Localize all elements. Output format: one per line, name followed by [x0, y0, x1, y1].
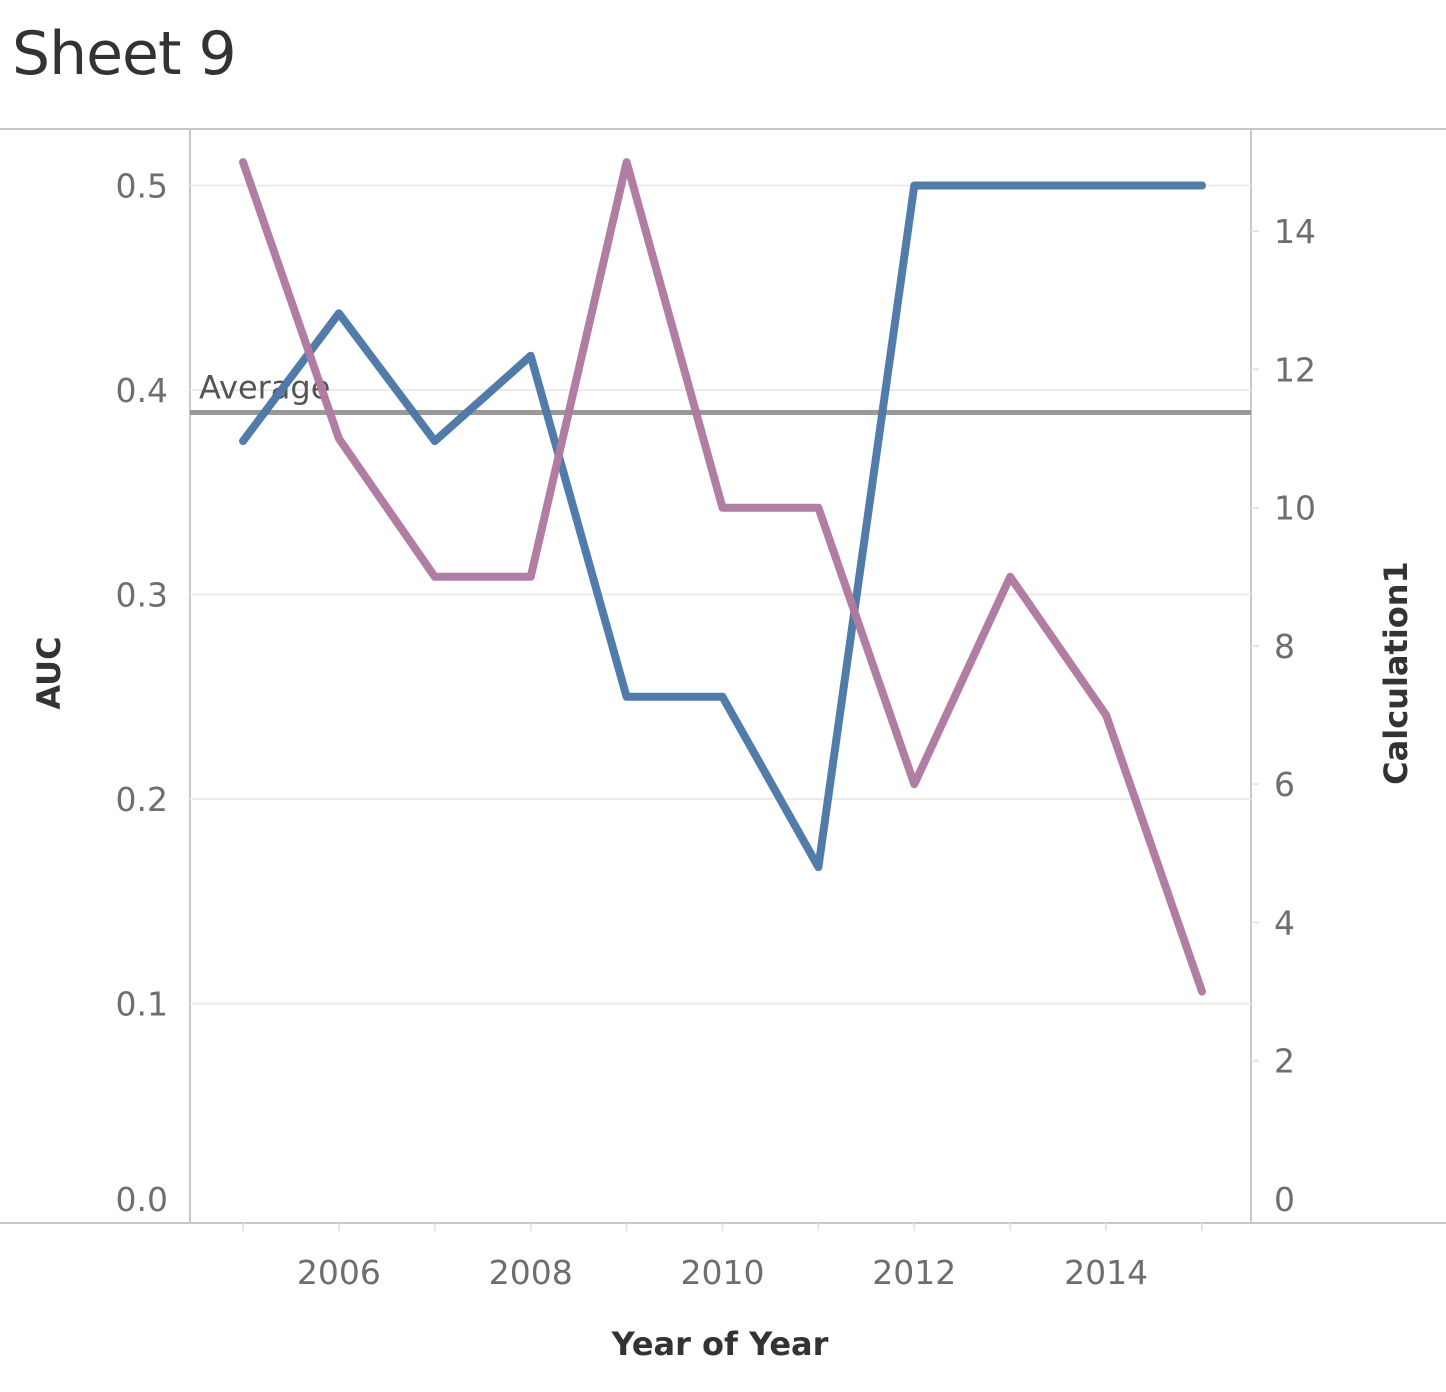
y-axis-left-title: AUC: [30, 636, 68, 709]
x-axis-title: Year of Year: [611, 1325, 829, 1363]
y-right-tick-label: 2: [1274, 1042, 1295, 1081]
page-title: Sheet 9: [12, 19, 237, 89]
series-lines: [239, 158, 1206, 996]
y-right-tick-label: 14: [1274, 212, 1316, 251]
y-left-tick-label: 0.5: [116, 167, 168, 206]
y-right-tick-label: 8: [1274, 627, 1295, 666]
reference-line-label: Average: [199, 368, 330, 406]
x-tick-label: 2006: [297, 1253, 381, 1292]
x-tick-label: 2012: [872, 1253, 956, 1292]
series-line-1: [239, 181, 1206, 872]
y-left-tick-label: 0.0: [116, 1180, 168, 1219]
y-left-tick-label: 0.3: [116, 576, 168, 615]
chart-frame: [0, 128, 1446, 1224]
x-tick-label: 2014: [1064, 1253, 1148, 1292]
y-left-tick-label: 0.4: [116, 371, 168, 410]
x-tick-label: 2008: [489, 1253, 573, 1292]
y-right-tick-label: 0: [1274, 1180, 1295, 1219]
y-left-tick-label: 0.1: [116, 985, 168, 1024]
reference-line-group: Average: [190, 368, 1251, 415]
y-axis-right-title: Calculation1: [1377, 561, 1415, 785]
y-right-tick-label: 4: [1274, 903, 1295, 942]
series-line-2: [239, 158, 1206, 996]
tick-labels: 0.0 0.1 0.2 0.3 0.4 0.5 0 2 4 6 8 10 12 14 2006 2008 201…: [116, 167, 1316, 1293]
y-right-tick-label: 12: [1274, 350, 1316, 389]
y-right-tick-label: 10: [1274, 489, 1316, 528]
y-left-tick-label: 0.2: [116, 780, 168, 819]
y-right-tick-label: 6: [1274, 765, 1295, 804]
x-tick-label: 2010: [681, 1253, 765, 1292]
